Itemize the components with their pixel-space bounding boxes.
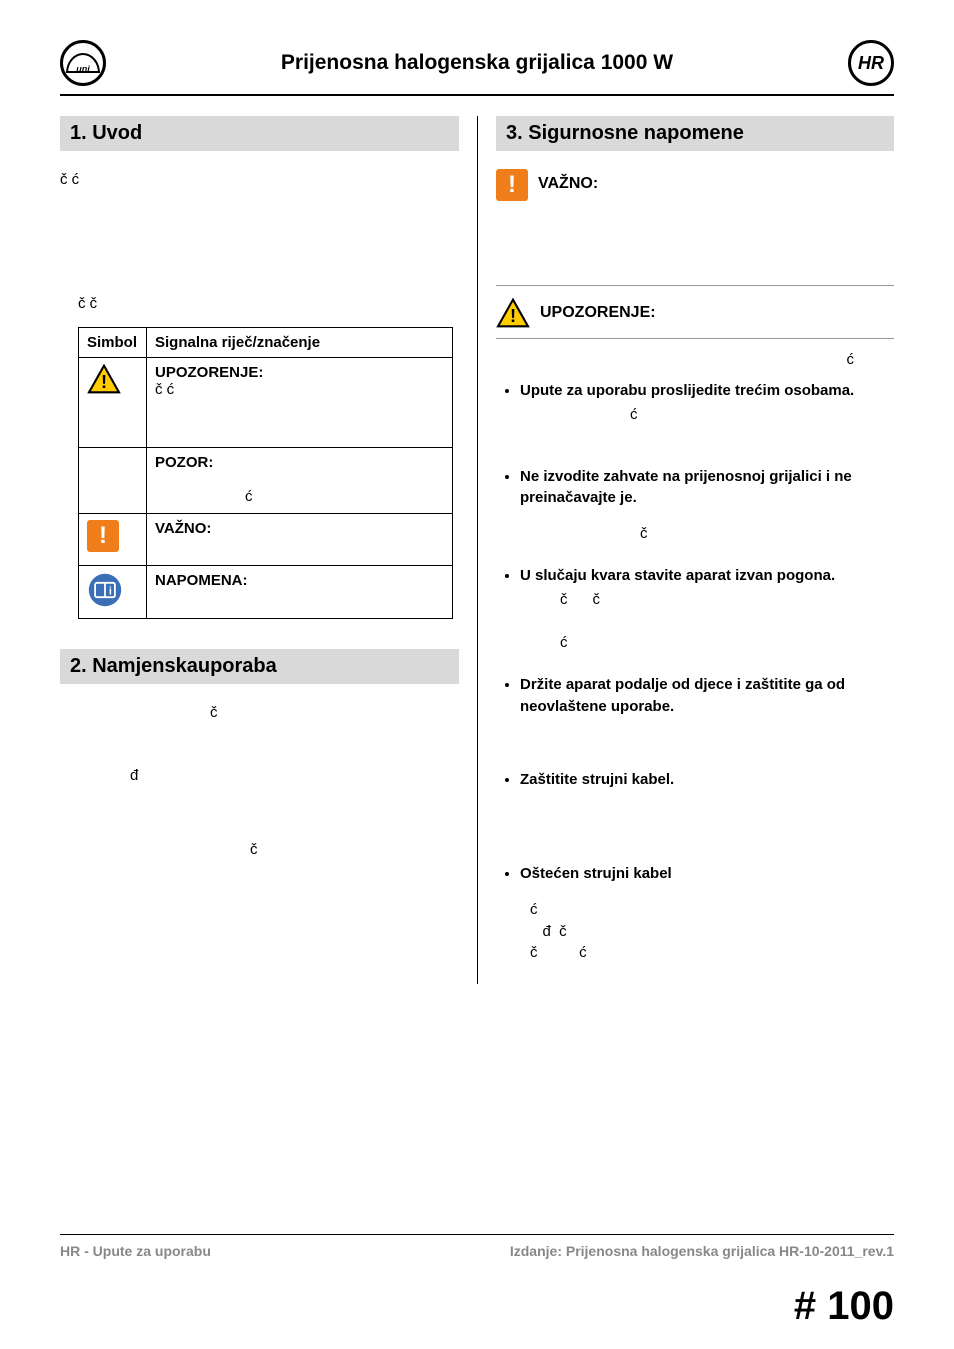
important-square-icon: ! <box>496 169 528 201</box>
content-columns: 1. Uvod č ć č č Simbol Signalna riječ/zn… <box>60 116 894 984</box>
list-item: U slučaju kvara stavite aparat izvan pog… <box>520 565 894 654</box>
item-title: Ne izvodite zahvate na prijenosnoj grija… <box>520 466 894 510</box>
table-header-symbol: Simbol <box>79 327 147 357</box>
warning-label: UPOZORENJE: <box>540 298 656 322</box>
row-label: POZOR: <box>155 454 213 471</box>
important-callout: ! VAŽNO: <box>496 169 894 201</box>
symbol-table: Simbol Signalna riječ/značenje ! UPOZORE… <box>78 327 453 619</box>
empty-symbol-cell <box>79 447 147 513</box>
table-header-meaning: Signalna riječ/značenje <box>147 327 453 357</box>
section2-line3: č <box>250 839 459 861</box>
item-title: U slučaju kvara stavite aparat izvan pog… <box>520 565 894 587</box>
svg-text:i: i <box>109 585 112 597</box>
warning-subtext: ć <box>496 351 894 368</box>
row-label: VAŽNO: <box>155 520 211 537</box>
item-body: č <box>640 523 894 545</box>
footer-left: HR - Upute za uporabu <box>60 1243 211 1259</box>
list-item: Zaštitite strujni kabel. <box>520 769 894 843</box>
list-item: Ne izvodite zahvate na prijenosnoj grija… <box>520 466 894 545</box>
table-row: i NAPOMENA: <box>79 565 453 618</box>
country-badge: HR <box>848 40 894 86</box>
important-label: VAŽNO: <box>538 169 598 193</box>
table-row: POZOR: ć <box>79 447 453 513</box>
row-body: ć <box>245 488 253 505</box>
safety-list: Upute za uporabu proslijedite trećim oso… <box>496 380 894 964</box>
intro-text-2: č č <box>78 293 459 315</box>
row-label: NAPOMENA: <box>155 572 248 589</box>
warning-triangle-icon: ! <box>79 357 147 447</box>
section-2-heading: 2. Namjenskauporaba <box>60 649 459 684</box>
item-title: Upute za uporabu proslijedite trećim oso… <box>520 380 894 402</box>
divider <box>496 338 894 339</box>
item-body: ć <box>630 404 894 426</box>
row-body: č ć <box>155 381 174 398</box>
svg-text:!: ! <box>101 371 107 392</box>
important-square-icon: ! <box>79 513 147 565</box>
page-title: Prijenosna halogenska grijalica 1000 W <box>106 51 848 75</box>
section-3-heading: 3. Sigurnosne napomene <box>496 116 894 151</box>
item-title: Držite aparat podalje od djece i zaštiti… <box>520 674 894 718</box>
item-title: Zaštitite strujni kabel. <box>520 769 894 791</box>
page-header: uni Prijenosna halogenska grijalica 1000… <box>60 40 894 96</box>
right-column: 3. Sigurnosne napomene ! VAŽNO: ! UPOZOR… <box>477 116 894 984</box>
list-item: Držite aparat podalje od djece i zaštiti… <box>520 674 894 750</box>
list-item: Upute za uporabu proslijedite trećim oso… <box>520 380 894 446</box>
page-number: # 100 <box>794 1284 894 1329</box>
left-column: 1. Uvod č ć č č Simbol Signalna riječ/zn… <box>60 116 477 984</box>
item-title: Oštećen strujni kabel <box>520 863 894 885</box>
brand-logo: uni <box>60 40 106 86</box>
note-book-icon: i <box>79 565 147 618</box>
svg-text:!: ! <box>510 305 516 326</box>
warning-callout: ! UPOZORENJE: <box>496 298 894 328</box>
warning-triangle-icon: ! <box>496 298 530 328</box>
row-label: UPOZORENJE: <box>155 364 263 381</box>
divider <box>496 285 894 286</box>
section2-line1: č <box>210 702 459 724</box>
intro-text-1: č ć <box>60 169 459 191</box>
table-row: ! VAŽNO: <box>79 513 453 565</box>
footer-right: Izdanje: Prijenosna halogenska grijalica… <box>510 1243 894 1259</box>
table-row: ! UPOZORENJE: č ć <box>79 357 453 447</box>
page-footer: HR - Upute za uporabu Izdanje: Prijenosn… <box>60 1234 894 1259</box>
section-1-heading: 1. Uvod <box>60 116 459 151</box>
item-body: ć đ č č ć <box>530 899 894 964</box>
section2-line2: đ <box>130 765 459 787</box>
item-body: č č ć <box>560 589 894 654</box>
list-item: Oštećen strujni kabel ć đ č č ć <box>520 863 894 964</box>
